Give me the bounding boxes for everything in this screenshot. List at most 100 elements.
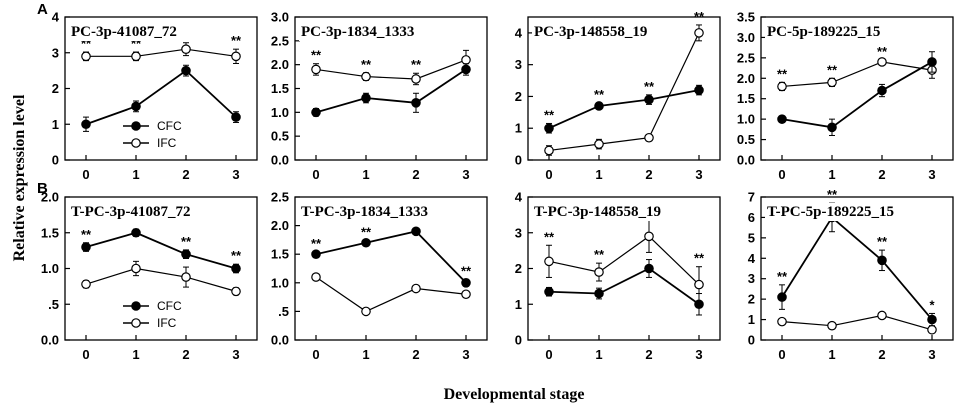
x-tick-label: 3 xyxy=(695,347,702,362)
data-point-cfc xyxy=(777,114,787,124)
x-axis-label: Developmental stage xyxy=(444,386,585,403)
y-tick-label: .5 xyxy=(278,304,289,319)
x-tick-label: 1 xyxy=(132,347,139,362)
row-label-a: A xyxy=(37,1,48,18)
legend-label-cfc: CFC xyxy=(157,119,182,133)
panel-title: PC-3p-1834_1333 xyxy=(301,24,414,40)
y-tick-label: 4 xyxy=(748,251,756,266)
data-point-ifc xyxy=(81,51,91,62)
series-line-ifc xyxy=(548,235,700,286)
panel-title-bg xyxy=(765,203,896,221)
significance-label: ** xyxy=(461,263,472,278)
y-tick-label: 0 xyxy=(515,153,522,168)
data-point-cfc xyxy=(461,64,471,75)
data-point-ifc xyxy=(361,71,371,82)
series-line-cfc xyxy=(315,230,467,284)
significance-label: ** xyxy=(311,48,322,63)
y-tick-label: 0 xyxy=(52,153,59,168)
data-point-cfc xyxy=(361,93,371,103)
panel-title-bg xyxy=(765,23,883,41)
y-tick-label: 2.0 xyxy=(271,57,289,72)
significance-label: ** xyxy=(231,248,242,263)
y-tick-label: 3.0 xyxy=(737,30,755,45)
x-tick-label: 1 xyxy=(595,167,602,182)
x-tick-label: 2 xyxy=(645,167,652,182)
data-point-cfc xyxy=(777,292,787,302)
legend-label-ifc: IFC xyxy=(157,316,177,330)
y-tick-label: 6 xyxy=(748,210,755,225)
series-line-ifc xyxy=(315,59,467,80)
y-tick-label: 2 xyxy=(515,261,522,276)
panel-title-bg xyxy=(299,203,430,221)
panel-title-bg xyxy=(69,23,179,41)
significance-label: ** xyxy=(81,227,92,242)
plot-frame xyxy=(294,196,488,341)
chart-panel-4: 0.0.51.01.52.00123********T-PC-3p-41087_… xyxy=(41,190,258,362)
plot-frame xyxy=(760,16,954,161)
data-point-ifc xyxy=(544,256,554,267)
data-point-cfc xyxy=(927,57,937,67)
significance-label: ** xyxy=(231,33,242,48)
y-tick-label: 0.0 xyxy=(271,153,289,168)
data-point-ifc xyxy=(694,279,704,290)
data-point-ifc xyxy=(594,267,604,277)
y-tick-label: 1 xyxy=(515,121,522,136)
x-tick-label: 2 xyxy=(412,347,419,362)
data-point-cfc xyxy=(181,65,191,76)
panel-title-bg xyxy=(299,23,417,41)
panel-title: T-PC-3p-1834_1333 xyxy=(301,204,428,220)
data-point-ifc xyxy=(411,74,421,84)
series-line-cfc xyxy=(548,89,700,130)
data-point-ifc xyxy=(231,286,241,297)
y-tick-label: 4 xyxy=(515,25,523,40)
series-line-ifc xyxy=(781,61,933,88)
data-point-cfc xyxy=(877,255,887,266)
x-tick-label: 2 xyxy=(878,167,885,182)
y-tick-label: 1 xyxy=(515,297,522,312)
y-tick-label: 1.5 xyxy=(271,247,289,262)
data-point-ifc xyxy=(461,55,471,65)
series-line-ifc xyxy=(781,314,933,331)
x-tick-label: 0 xyxy=(545,167,552,182)
significance-label: ** xyxy=(827,187,838,202)
series-line-cfc xyxy=(315,68,467,114)
y-tick-label: 2.0 xyxy=(41,190,59,205)
data-point-ifc xyxy=(777,316,787,327)
data-point-cfc xyxy=(81,242,91,252)
significance-label: ** xyxy=(877,234,888,249)
significance-label: ** xyxy=(777,269,788,284)
significance-label: ** xyxy=(644,79,655,94)
y-tick-label: 2.5 xyxy=(271,190,289,205)
panel-title: T-PC-3p-148558_19 xyxy=(534,204,661,220)
y-tick-label: 0.0 xyxy=(737,153,755,168)
y-tick-label: 1.0 xyxy=(41,261,59,276)
x-tick-label: 2 xyxy=(645,347,652,362)
x-tick-label: 0 xyxy=(545,347,552,362)
y-tick-label: 3 xyxy=(515,57,522,72)
data-point-cfc xyxy=(411,226,421,237)
x-tick-label: 3 xyxy=(232,167,239,182)
series-line-ifc xyxy=(315,276,467,313)
data-point-ifc xyxy=(311,272,321,282)
significance-label: ** xyxy=(81,36,92,51)
legend-marker-ifc xyxy=(131,138,141,148)
significance-label: ** xyxy=(694,9,705,24)
significance-label: ** xyxy=(544,229,555,244)
y-tick-label: 0 xyxy=(748,333,755,348)
data-point-ifc xyxy=(644,132,654,143)
y-tick-label: 5 xyxy=(748,230,755,245)
y-tick-label: 1.0 xyxy=(271,105,289,120)
significance-label: * xyxy=(929,297,935,312)
x-tick-label: 0 xyxy=(312,347,319,362)
data-point-cfc xyxy=(644,94,654,105)
y-tick-label: 2 xyxy=(748,292,755,307)
x-tick-label: 3 xyxy=(462,167,469,182)
y-tick-label: 3.0 xyxy=(271,10,289,25)
data-point-ifc xyxy=(827,77,837,88)
data-point-ifc xyxy=(181,44,191,54)
data-point-cfc xyxy=(694,85,704,95)
series-line-cfc xyxy=(85,69,237,126)
y-tick-label: 1.5 xyxy=(41,225,59,240)
series-line-cfc xyxy=(548,267,700,305)
x-tick-label: 1 xyxy=(595,347,602,362)
